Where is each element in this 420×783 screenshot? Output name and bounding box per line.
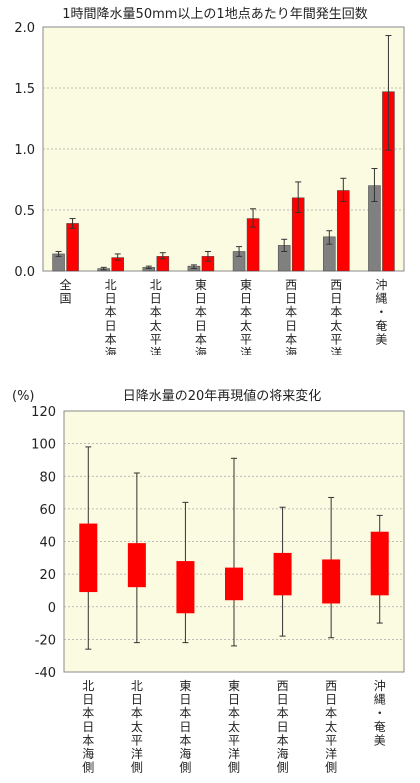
x-tick-label: 沖縄・奄美 [374,679,386,747]
chart1-title: 1時間降水量50mm以上の1地点あたり年間発生回数 [62,7,367,22]
y-tick-label: 0.5 [14,204,35,219]
y-tick-label: 0 [48,601,56,616]
x-tick-label: 西日本太平洋側 [325,679,337,775]
y-tick-label: 100 [31,438,56,453]
x-tick-label: 西日本太平洋側 [330,278,342,355]
frequency-bar-chart: 1時間降水量50mm以上の1地点あたり年間発生回数 0.0 0.5 1.0 1.5 2.… [14,7,405,355]
x-tick-label: 西日本日本海側 [285,278,297,355]
range-box [322,559,341,604]
bar [337,190,350,272]
y-tick-label: 40 [39,536,56,551]
range-box [225,567,243,601]
range-box [176,561,195,614]
y-tick-label: 0.0 [14,265,35,280]
y-tick-label: 1.5 [14,82,35,97]
y-tick-label: 120 [31,405,56,420]
y-tick-label: -20 [35,633,56,648]
x-tick-label: 沖縄・奄美 [375,278,387,346]
y-tick-label: 2.0 [14,21,35,36]
change-box-chart: 日降水量の20年再現値の将来変化 (%) -40 -20 0 20 40 60 80 100 1… [12,388,405,775]
x-tick-label: 北日本日本海側 [82,679,94,775]
range-box [370,531,389,596]
x-tick-label: 北日本太平洋側 [150,278,162,355]
x-tick-label: 東日本日本海側 [195,278,207,355]
x-tick-label: 東日本太平洋側 [240,278,252,355]
chart2-unit-label: (%) [12,389,35,404]
range-box [79,523,98,593]
x-tick-label: 東日本日本海側 [179,679,191,775]
bar [66,223,79,272]
x-tick-label: 西日本日本海側 [277,679,289,775]
x-tick-label: 東日本太平洋側 [228,679,240,775]
x-tick-label: 北日本日本海側 [105,278,117,355]
x-tick-label: 全国 [60,277,72,306]
range-box [127,543,146,588]
y-tick-label: 60 [39,503,56,518]
y-tick-label: 80 [39,470,56,485]
range-box [273,552,292,596]
y-tick-label: 20 [39,568,56,583]
y-tick-label: -40 [35,666,56,681]
y-tick-label: 1.0 [14,143,35,158]
x-tick-label: 北日本太平洋側 [131,679,143,775]
chart2-title: 日降水量の20年再現値の将来変化 [123,388,322,404]
